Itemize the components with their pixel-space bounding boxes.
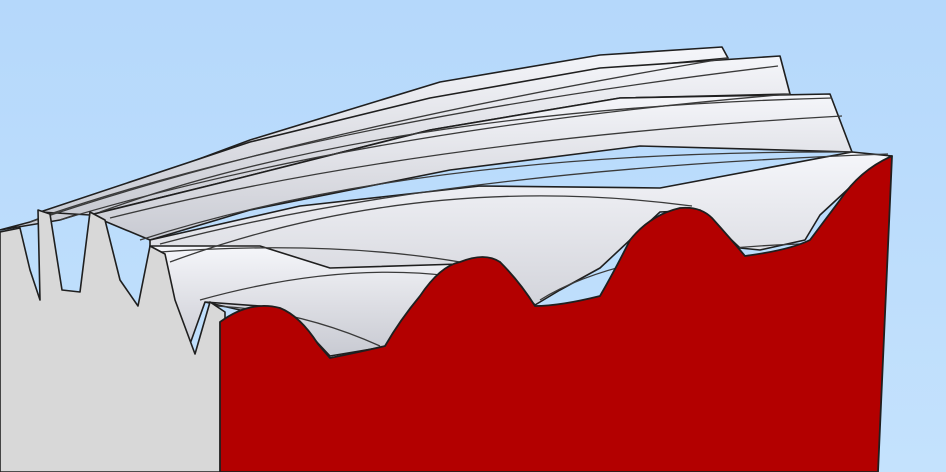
section-cut-face (219, 155, 893, 472)
flank-edge-lines (29, 57, 889, 347)
edge-line-8 (169, 195, 693, 263)
edge-line-4 (99, 97, 833, 213)
edge-line-10 (159, 247, 461, 263)
edge-line-1 (29, 57, 729, 223)
gear-body-profile (0, 209, 226, 472)
edge-line-5 (109, 115, 843, 219)
edge-line-6 (139, 151, 853, 241)
edge-line-7 (159, 153, 889, 245)
edge-line-11 (214, 305, 381, 347)
edge-line-2 (49, 65, 779, 215)
